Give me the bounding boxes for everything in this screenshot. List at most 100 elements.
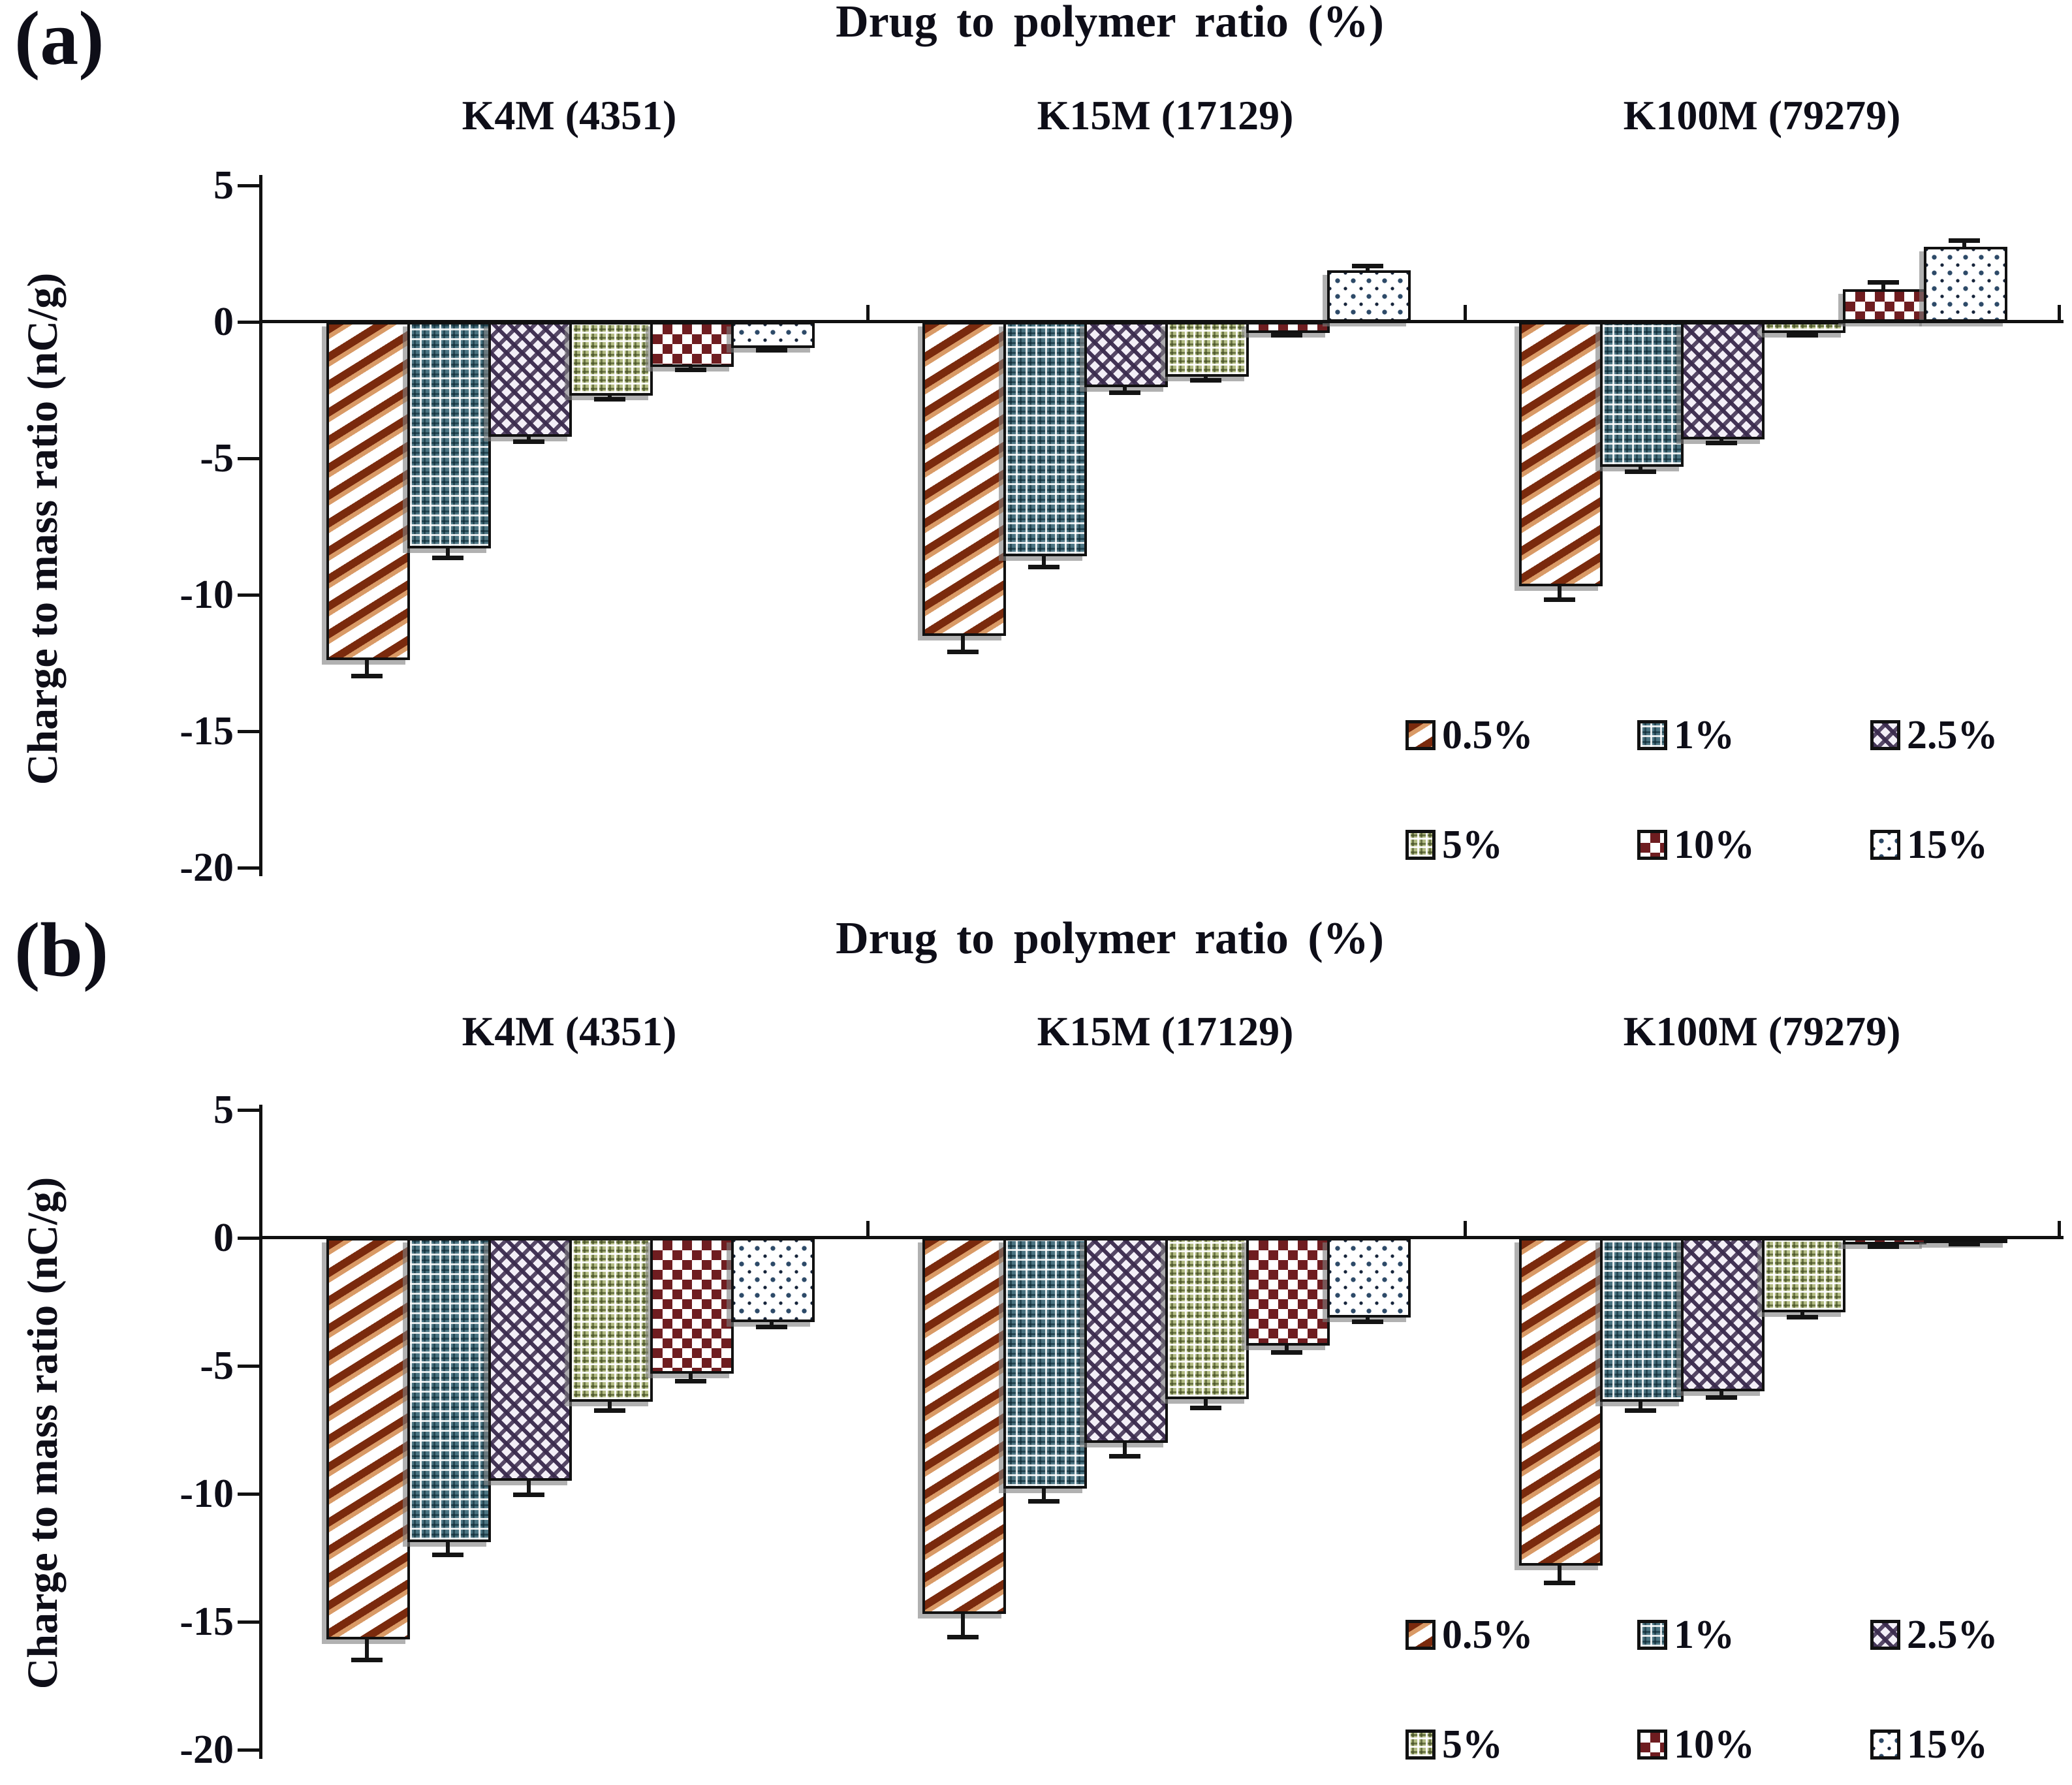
- error-bar-line: [1881, 282, 1885, 289]
- legend-swatch-15pct: [1870, 1730, 1900, 1760]
- error-bar-cap: [1352, 264, 1383, 269]
- legend-label-10pct: 10%: [1674, 1722, 1755, 1767]
- legend-label-2.5pct: 2.5%: [1907, 1613, 1998, 1657]
- error-bar-line: [1639, 466, 1642, 472]
- legend-swatch-0.5pct: [1405, 1620, 1436, 1650]
- error-bar-cap: [675, 367, 706, 372]
- x-axis-category-tick: [2058, 1221, 2061, 1238]
- bar-k4m-1%: [407, 322, 491, 548]
- legend-label-15pct: 15%: [1907, 823, 1988, 867]
- legend-b-item-2.5pct: 2.5%: [1870, 1615, 1998, 1655]
- error-bar-cap: [513, 439, 544, 444]
- error-bar-cap: [1544, 597, 1575, 603]
- y-axis-tick: [238, 1748, 261, 1752]
- bar-k100m-2.5%: [1681, 1238, 1765, 1392]
- y-tick-label: 5: [213, 163, 234, 208]
- bar-k100m-1%: [1600, 322, 1684, 467]
- error-bar-line: [1123, 1442, 1127, 1457]
- error-bar-line: [961, 635, 965, 652]
- legend-label-5pct: 5%: [1442, 823, 1503, 867]
- x-axis-category-tick: [866, 305, 870, 322]
- y-axis-tick: [238, 184, 261, 187]
- error-bar-cap: [1271, 332, 1302, 338]
- x-axis-category-tick: [1464, 305, 1467, 322]
- y-axis-tick: [238, 1237, 261, 1240]
- error-bar-cap: [756, 1325, 787, 1330]
- y-axis-tick: [238, 593, 261, 597]
- bar-k100m-1%: [1600, 1238, 1684, 1402]
- bar-k100m-0.5%: [1519, 1238, 1603, 1566]
- bar-k100m-0.5%: [1519, 322, 1603, 587]
- bar-k4m-2.5%: [488, 1238, 572, 1481]
- error-bar-cap: [1190, 377, 1221, 383]
- legend-a-item-15pct: 15%: [1870, 825, 1988, 865]
- y-tick-label: -5: [200, 436, 234, 481]
- error-bar-cap: [675, 1378, 706, 1383]
- bar-k15m-5%: [1165, 322, 1249, 377]
- y-tick-label: 5: [213, 1088, 234, 1132]
- legend-label-1pct: 1%: [1674, 713, 1735, 757]
- error-bar-line: [1042, 1489, 1046, 1502]
- bar-k15m-1%: [1003, 322, 1087, 557]
- y-axis-tick: [238, 1620, 261, 1624]
- y-axis-tick: [238, 1365, 261, 1368]
- error-bar-cap: [513, 1492, 544, 1497]
- bar-k100m-5%: [1762, 1238, 1845, 1312]
- error-bar-cap: [1625, 1408, 1656, 1413]
- x-axis-zero-line: [259, 320, 2064, 323]
- panel-a-title: Drug to polymer ratio (%): [836, 0, 1384, 47]
- error-bar-line: [1558, 586, 1562, 601]
- error-bar-line: [1285, 1345, 1289, 1353]
- error-bar-line: [1123, 387, 1127, 393]
- error-bar-cap: [351, 1657, 383, 1662]
- bar-k4m-1%: [407, 1238, 491, 1543]
- error-bar-cap: [1625, 469, 1656, 474]
- bar-k4m-5%: [569, 322, 653, 396]
- legend-swatch-5pct: [1405, 830, 1436, 860]
- panel-b-category-k100m: K100M (79279): [1623, 1008, 1901, 1054]
- panel-b-title: Drug to polymer ratio (%): [836, 913, 1384, 964]
- y-axis-tick: [238, 321, 261, 324]
- panel-a-category-k15m: K15M (17129): [1037, 92, 1294, 138]
- error-bar-line: [1204, 1398, 1208, 1408]
- y-tick-label: -10: [180, 573, 234, 617]
- legend-b-item-15pct: 15%: [1870, 1724, 1988, 1765]
- bar-k4m-2.5%: [488, 322, 572, 437]
- error-bar-cap: [432, 555, 463, 560]
- error-bar-line: [365, 660, 369, 677]
- error-bar-cap: [947, 1634, 979, 1639]
- legend-swatch-10pct: [1637, 830, 1667, 860]
- x-axis-category-tick: [1464, 1221, 1467, 1238]
- y-axis-tick: [238, 1493, 261, 1496]
- bar-k100m-10%: [1843, 289, 1926, 322]
- legend-a-item-1pct: 1%: [1637, 715, 1735, 755]
- bar-k15m-0.5%: [922, 322, 1006, 636]
- y-tick-label: -15: [180, 709, 234, 753]
- legend-label-2.5pct: 2.5%: [1907, 713, 1998, 757]
- legend-swatch-1pct: [1637, 720, 1667, 750]
- legend-label-0.5pct: 0.5%: [1442, 1613, 1533, 1657]
- legend-a-item-10pct: 10%: [1637, 825, 1755, 865]
- panel-a-category-k100m: K100M (79279): [1623, 92, 1901, 138]
- legend-swatch-5pct: [1405, 1730, 1436, 1760]
- error-bar-cap: [1028, 1498, 1060, 1504]
- bar-k15m-0.5%: [922, 1238, 1006, 1615]
- y-tick-label: 0: [213, 1216, 234, 1260]
- error-bar-line: [446, 548, 450, 558]
- bar-k100m-15%: [1924, 247, 2007, 322]
- error-bar-cap: [1949, 238, 1980, 243]
- legend-a-item-5pct: 5%: [1405, 825, 1503, 865]
- x-axis-zero-line: [259, 1236, 2064, 1239]
- error-bar-line: [527, 1481, 531, 1495]
- legend-label-1pct: 1%: [1674, 1613, 1735, 1657]
- legend-swatch-0.5pct: [1405, 720, 1436, 750]
- bar-k15m-2.5%: [1084, 322, 1168, 388]
- error-bar-cap: [351, 674, 383, 679]
- y-tick-label: -20: [180, 845, 234, 890]
- panel-b-category-k4m: K4M (4351): [462, 1008, 677, 1054]
- legend-swatch-2.5pct: [1870, 1620, 1900, 1650]
- y-axis-line: [259, 175, 262, 876]
- y-tick-label: 0: [213, 300, 234, 344]
- y-axis-tick: [238, 457, 261, 460]
